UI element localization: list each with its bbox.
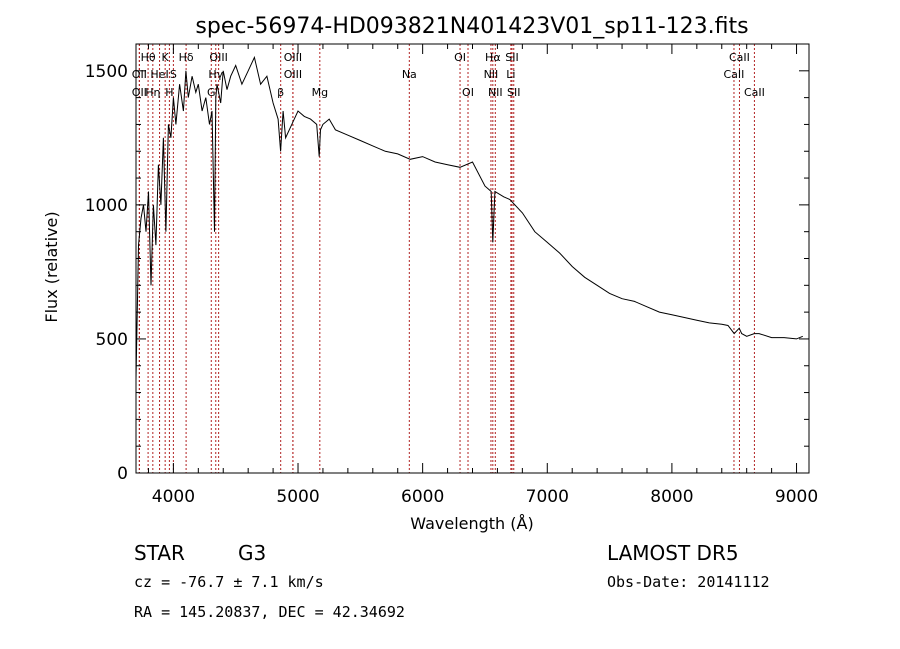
spectral-line-label: CaII — [724, 68, 745, 81]
spectral-line-label: Li — [506, 68, 515, 81]
spectral-line-label: Hθ — [141, 51, 156, 64]
spectral-line-label: OIII — [284, 51, 302, 64]
spectral-line-label: H — [165, 86, 173, 99]
x-axis-label: Wavelength (Å) — [410, 514, 533, 533]
spectral-line-label: CaII — [744, 86, 765, 99]
x-tick-label: 7000 — [526, 487, 569, 507]
spectral-line-label: Hη — [145, 86, 160, 99]
spectrum-chart: spec-56974-HD093821N401423V01_sp11-123.f… — [42, 14, 818, 533]
spectral-line-label: NII — [488, 86, 503, 99]
object-class: STAR — [134, 541, 185, 565]
spectral-line-label: Hγ — [208, 68, 223, 81]
spectral-line-label: K — [162, 51, 170, 64]
spectral-line-label: OII — [132, 68, 147, 81]
spectral-line-label: OIII — [209, 51, 227, 64]
y-tick-label: 0 — [117, 464, 128, 484]
chart-title: spec-56974-HD093821N401423V01_sp11-123.f… — [195, 14, 748, 39]
spectral-line-label: Mg — [312, 86, 328, 99]
spectral-line-label: CaII — [729, 51, 750, 64]
spectral-line-label: SII — [505, 51, 518, 64]
survey-name: LAMOST DR5 — [607, 541, 739, 565]
spectral-line-label: Na — [402, 68, 417, 81]
x-tick-label: 8000 — [650, 487, 693, 507]
subclass: G3 — [238, 541, 267, 565]
spectral-line-label: Hα — [485, 51, 501, 64]
x-tick-label: 4000 — [152, 487, 195, 507]
y-tick-label: 1000 — [85, 196, 128, 216]
x-tick-label: 9000 — [775, 487, 818, 507]
spectral-line-markers — [138, 44, 755, 473]
redshift-readout: cz = -76.7 ± 7.1 km/s — [134, 573, 324, 591]
spectral-line-label: Hδ — [179, 51, 194, 64]
spectral-line-label: S — [170, 68, 177, 81]
y-tick-label: 500 — [96, 330, 128, 350]
spectral-line-label: OI — [462, 86, 474, 99]
x-tick-label: 5000 — [276, 487, 319, 507]
x-tick-label: 6000 — [401, 487, 444, 507]
spectral-line-label: NII — [484, 68, 499, 81]
spectral-line-label: G — [207, 86, 216, 99]
spectral-line-label: OIII — [284, 68, 302, 81]
x-axis-ticks: 4000 5000 6000 7000 8000 9000 — [147, 44, 818, 507]
spectral-line-label: β — [277, 86, 284, 99]
spectral-line-labels: Hθ K Hδ OIII OIII OI Hα SII CaII OII HeI S Hγ OIII Na N… — [132, 51, 765, 99]
obs-date: Obs-Date: 20141112 — [607, 573, 770, 591]
y-axis-label: Flux (relative) — [42, 211, 61, 322]
y-axis-ticks: 0 500 1000 1500 — [85, 62, 809, 484]
spectral-line-label: SII — [507, 86, 520, 99]
spectrum-series — [135, 55, 803, 380]
spectrum-line — [135, 55, 803, 380]
coordinates: RA = 145.20837, DEC = 42.34692 — [134, 603, 405, 621]
y-tick-label: 1500 — [85, 62, 128, 82]
plot-frame — [135, 43, 810, 474]
spectral-line-label: OI — [454, 51, 466, 64]
spectral-line-label: HeI — [150, 68, 168, 81]
